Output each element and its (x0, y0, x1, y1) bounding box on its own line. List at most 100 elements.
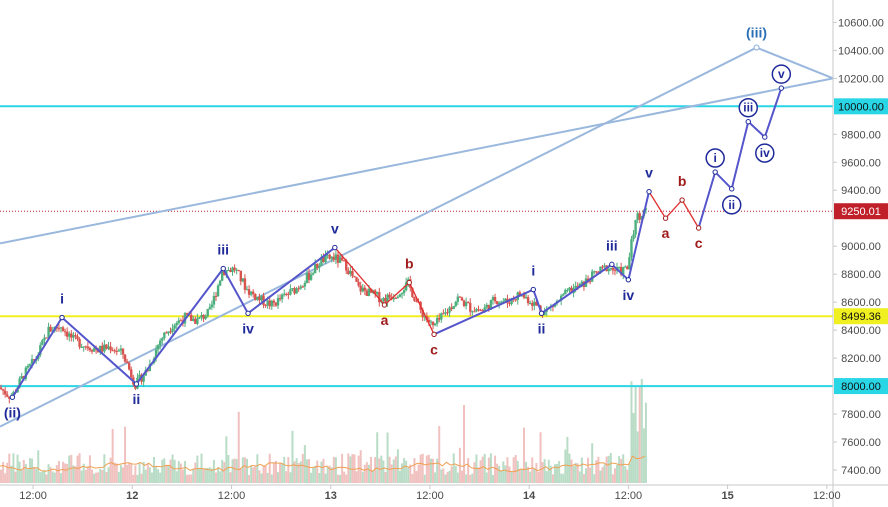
wave-pivot (753, 44, 760, 51)
candle-body (202, 315, 205, 319)
volume-bar (250, 465, 253, 483)
volume-bar (159, 472, 162, 483)
candle-body (388, 294, 391, 298)
candle-body (45, 337, 48, 339)
wave-label: c (695, 235, 703, 251)
volume-bar (221, 459, 224, 483)
wave-label: a (662, 225, 670, 241)
wave-pivot (778, 85, 785, 91)
x-tick-label: 14 (523, 490, 536, 502)
volume-bar (93, 473, 96, 483)
candle-body (611, 267, 615, 271)
volume-bar (500, 470, 503, 483)
volume-bar (326, 466, 329, 483)
volume-bar (570, 459, 573, 483)
candle-body (231, 267, 234, 272)
volume-bar (115, 463, 118, 483)
volume-bar (429, 458, 432, 483)
candle-body (617, 267, 621, 269)
candle-body (376, 292, 379, 294)
volume-bar (339, 474, 342, 483)
volume-bar (469, 474, 472, 483)
wave-label: v (331, 221, 339, 237)
volume-bar (105, 472, 108, 483)
candle-body (218, 280, 222, 286)
candle-body (452, 306, 455, 310)
volume-bar (396, 449, 399, 483)
volume-bar (16, 454, 19, 483)
candle-body (247, 289, 251, 295)
volume-bar (301, 453, 304, 483)
volume-bar (45, 474, 48, 483)
candle-body (196, 318, 199, 324)
candle-body (479, 310, 482, 312)
wave-pivot (9, 394, 16, 400)
candle-body (564, 290, 567, 295)
volume-bar (88, 455, 91, 483)
candle-body (318, 265, 321, 268)
volume-bar (609, 453, 612, 483)
volume-bar (26, 469, 29, 483)
volume-bar (163, 458, 166, 483)
volume-bar (72, 465, 75, 483)
volume-bar (150, 472, 153, 483)
wave-pivot (381, 302, 388, 308)
volume-bar (436, 458, 439, 483)
volume-bar (291, 430, 294, 483)
volume-bar (558, 461, 561, 483)
candle-body (621, 267, 625, 275)
candle-body (576, 285, 579, 287)
volume-bar (285, 471, 288, 483)
volume-bar (268, 453, 271, 483)
candle-body (336, 254, 340, 263)
elliott-wave-lines (11, 87, 783, 398)
volume-bar (510, 471, 513, 483)
volume-bar (239, 468, 242, 483)
volume-bar (330, 467, 333, 483)
candle-body (299, 286, 302, 289)
volume-bar (196, 455, 199, 483)
volume-bar (303, 445, 306, 483)
candle-body (212, 295, 216, 305)
candle-body (533, 301, 536, 306)
volume-bar (43, 469, 46, 483)
candle-body (84, 346, 87, 348)
volume-bar (560, 473, 563, 483)
volume-bar (97, 472, 100, 483)
candle-body (473, 311, 476, 313)
volume-bar (258, 470, 261, 483)
volume-bar (587, 457, 590, 483)
volume-bar (349, 456, 352, 483)
volume-bar (642, 428, 645, 483)
volume-bar (49, 467, 52, 483)
channel-line (0, 77, 834, 245)
volume-bar (545, 471, 548, 483)
volume-bar (372, 470, 375, 483)
x-tick-label: 12:00 (416, 490, 444, 502)
y-tick-label: 10200.00 (838, 73, 884, 85)
candle-body (99, 345, 102, 353)
candle-body (1, 389, 5, 391)
candle-body (280, 294, 284, 300)
volume-bar (140, 473, 143, 483)
last-price-tag (834, 203, 888, 220)
wave-pivot (679, 197, 685, 203)
volume-bar (183, 461, 186, 483)
y-tick-label: 8200.00 (841, 353, 881, 365)
volume-bar (22, 460, 25, 483)
volume-bar (370, 456, 373, 483)
candle-body (630, 239, 633, 258)
volume-bar (262, 465, 265, 483)
volume-bar (109, 457, 112, 483)
candle-body (278, 298, 282, 300)
volume-bar (516, 460, 519, 483)
volume-bar (204, 468, 207, 483)
volume-bar (562, 473, 565, 483)
candle-body (8, 396, 11, 399)
candle-body (101, 345, 104, 352)
volume-bar (448, 470, 451, 483)
volume-bar (57, 460, 60, 483)
candle-body (41, 340, 44, 346)
volume-bar (539, 432, 542, 483)
